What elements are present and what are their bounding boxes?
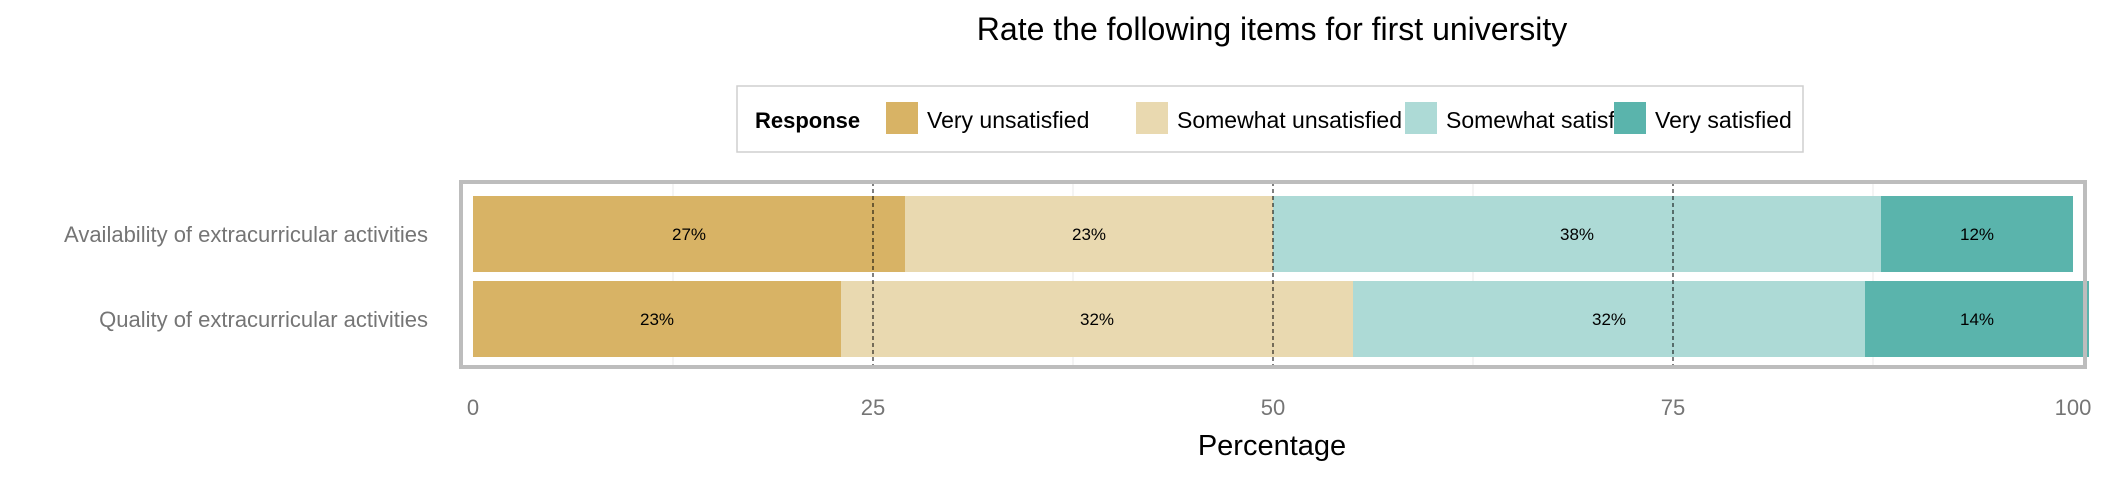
legend-label: Very satisfied (1655, 107, 1792, 133)
bar-segment (905, 196, 1273, 272)
data-label: 32% (1592, 310, 1626, 329)
y-axis: Availability of extracurricular activiti… (64, 222, 428, 332)
legend-items: Very unsatisfied Somewhat unsatisfied Some… (886, 102, 1792, 134)
bar-segment (1353, 281, 1865, 357)
chart-title: Rate the following items for first unive… (977, 11, 1567, 47)
x-tick-label: 75 (1661, 395, 1685, 420)
x-tick-label: 50 (1261, 395, 1285, 420)
bar-segment (473, 196, 905, 272)
x-axis: 0 25 50 75 100 (467, 395, 2091, 420)
legend-label: Somewhat unsatisfied (1177, 107, 1402, 133)
legend-key (886, 102, 918, 134)
data-label: 23% (640, 310, 674, 329)
data-label: 23% (1072, 225, 1106, 244)
panel-frame (459, 180, 2087, 369)
legend-key (1136, 102, 1168, 134)
data-label: 38% (1560, 225, 1594, 244)
bar-segment (841, 281, 1353, 357)
x-tick-label: 0 (467, 395, 479, 420)
bar-segment (1273, 196, 1881, 272)
legend-label: Somewhat satisfied (1446, 107, 1645, 133)
data-labels: 27% 23% 38% 12% 23% 32% 32% 14% (640, 225, 1994, 329)
reference-lines (872, 182, 1674, 367)
legend: Response Very unsatisfied Somewhat unsati… (736, 85, 1804, 153)
plot-area: 27% 23% 38% 12% 23% 32% 32% 14% (459, 180, 2089, 369)
data-label: 12% (1960, 225, 1994, 244)
bar-segment (1881, 196, 2073, 272)
data-label: 27% (672, 225, 706, 244)
legend-key (1405, 102, 1437, 134)
x-axis-title: Percentage (1198, 430, 1346, 462)
panel-border (459, 180, 2087, 369)
x-tick-label: 100 (2055, 395, 2092, 420)
legend-label: Very unsatisfied (927, 107, 1089, 133)
bars (473, 196, 2089, 357)
y-tick-label: Quality of extracurricular activities (99, 307, 428, 332)
y-tick-label: Availability of extracurricular activiti… (64, 222, 428, 247)
bar-segment (473, 281, 841, 357)
data-label: 14% (1960, 310, 1994, 329)
bar-segment (1865, 281, 2089, 357)
x-tick-label: 25 (861, 395, 885, 420)
data-label: 32% (1080, 310, 1114, 329)
legend-title: Response (755, 108, 860, 133)
legend-key (1614, 102, 1646, 134)
